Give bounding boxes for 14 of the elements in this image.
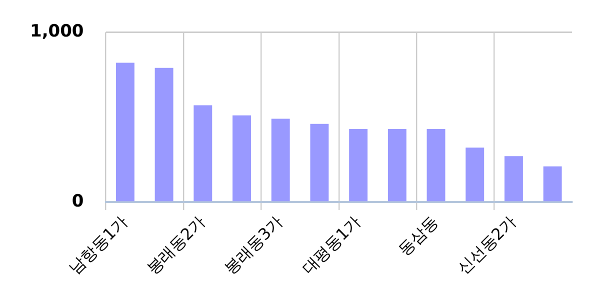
y-tick-label: 0 [72, 191, 84, 212]
bar [388, 128, 406, 202]
bar [310, 124, 329, 202]
bar [116, 62, 134, 202]
bar [154, 68, 174, 202]
y-tick-label: 1,000 [30, 22, 84, 42]
bar [543, 166, 562, 202]
bar [504, 156, 523, 202]
bar [271, 118, 290, 202]
bar [426, 128, 446, 202]
bar [232, 115, 251, 202]
bar [194, 105, 212, 202]
bar [466, 148, 484, 202]
bar [349, 128, 368, 202]
